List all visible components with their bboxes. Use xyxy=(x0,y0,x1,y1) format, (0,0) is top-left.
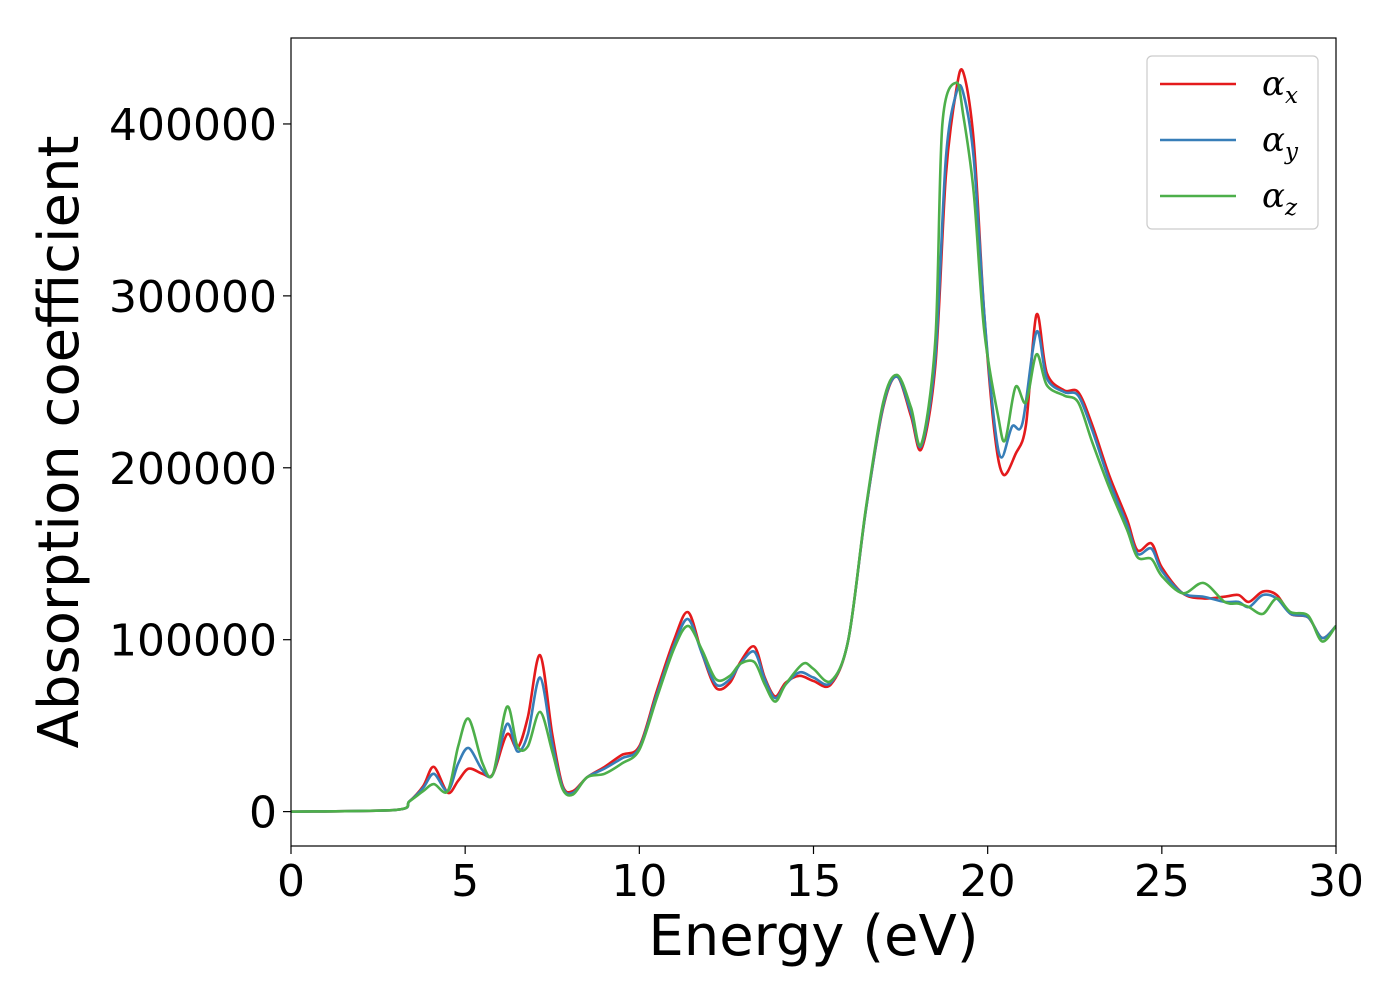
y-tick-label: 400000 xyxy=(109,100,277,151)
y-tick-label: 0 xyxy=(249,788,277,839)
y-tick-label: 100000 xyxy=(109,616,277,667)
x-tick-label: 0 xyxy=(277,856,305,907)
x-tick-label: 25 xyxy=(1134,856,1190,907)
x-tick-label: 30 xyxy=(1308,856,1364,907)
legend-box xyxy=(1146,55,1319,230)
x-tick-label: 5 xyxy=(451,856,479,907)
x-tick-label: 20 xyxy=(960,856,1016,907)
y-axis: 0 100000 200000 300000 400000 xyxy=(109,100,291,839)
x-tick-label: 15 xyxy=(786,856,842,907)
legend-label-z: αz xyxy=(1262,176,1298,221)
legend-label-x: αx xyxy=(1262,64,1298,109)
legend-label-y: αy xyxy=(1262,120,1299,165)
series-layer xyxy=(291,67,1336,813)
legend: αx αy αz xyxy=(1146,55,1319,230)
x-axis-title: Energy (eV) xyxy=(648,904,978,969)
y-tick-label: 200000 xyxy=(109,444,277,495)
series-line-z xyxy=(291,81,1336,813)
x-axis: 0 5 10 15 20 25 30 xyxy=(277,846,1364,907)
y-axis-title: Absorption coefficient xyxy=(27,136,92,749)
y-tick-label: 300000 xyxy=(109,272,277,323)
x-tick-label: 10 xyxy=(611,856,667,907)
